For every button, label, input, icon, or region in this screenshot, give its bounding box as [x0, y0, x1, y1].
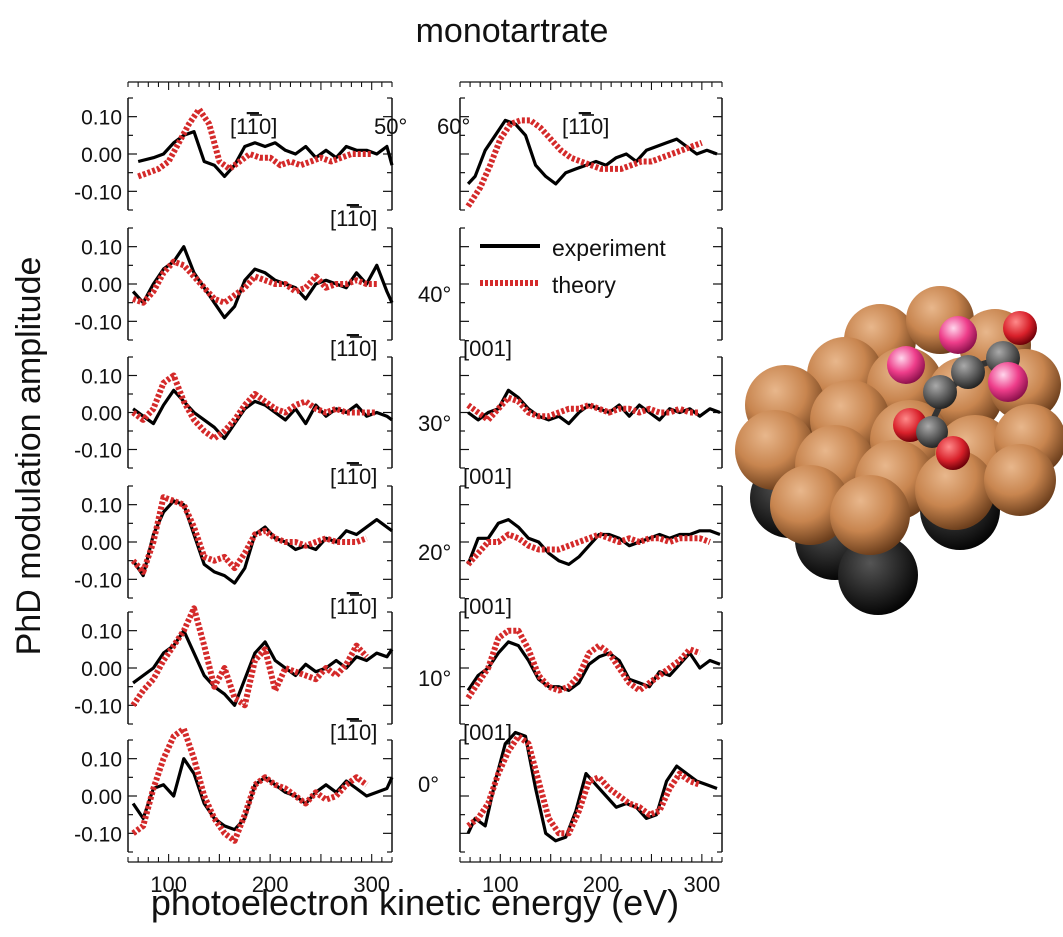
- series-line-theory: [130, 605, 369, 709]
- copper-atom-shadow: [838, 535, 918, 615]
- panel-11: 100 200 300: [459, 730, 723, 897]
- series-line-theory: [465, 531, 711, 567]
- carbon-atom: [951, 355, 985, 389]
- x-tick-label: 300: [353, 872, 390, 897]
- y-tick-label: 0.00: [81, 144, 122, 167]
- legend: experiment theory: [480, 235, 666, 298]
- y-axis-title: PhD modulation amplitude: [10, 257, 48, 656]
- carbon-atom: [916, 416, 948, 448]
- direction-label-bottom: [001]: [463, 594, 512, 619]
- molecular-model: [735, 286, 1063, 615]
- series-line-experiment: [132, 388, 393, 440]
- panel-6: 0.10 0.00 -0.10 20° [110]: [74, 485, 451, 619]
- y-tick-label: -0.10: [74, 823, 122, 846]
- series-line-experiment: [466, 730, 718, 843]
- copper-atom: [770, 465, 850, 545]
- panel-7: [001]: [459, 485, 723, 619]
- azimuth-label: 60°: [437, 114, 470, 139]
- azimuth-label: 0°: [418, 772, 439, 797]
- legend-label-theory: theory: [552, 272, 616, 298]
- azimuth-label: 50°: [374, 114, 407, 139]
- series-line-experiment: [131, 757, 394, 832]
- series-line-experiment: [131, 245, 394, 320]
- atom-group: [735, 286, 1063, 615]
- y-tick-label: 0.10: [81, 107, 122, 130]
- y-tick-label: 0.10: [81, 749, 122, 772]
- panel-2: 0.10 0.00 -0.10 40° [110]: [74, 227, 451, 361]
- y-tick-label: 0.10: [81, 237, 122, 260]
- panel-5: [001]: [459, 356, 723, 489]
- hydrogen-atom: [988, 362, 1028, 402]
- azimuth-label: 20°: [418, 540, 451, 565]
- series-line-experiment: [466, 517, 721, 567]
- direction-label-top: [110]: [562, 114, 609, 139]
- series-line-theory: [131, 372, 377, 442]
- panel-0: 0.10 0.00 -0.10 50° [110] [110]: [74, 81, 407, 231]
- y-tick-label: 0.00: [81, 532, 122, 555]
- direction-label-bottom: [110]: [330, 336, 377, 361]
- panel-8: 0.10 0.00 -0.10 10° [110]: [74, 605, 451, 745]
- panel-4: 0.10 0.00 -0.10 30° [110]: [74, 356, 451, 489]
- x-tick-label: 100: [150, 872, 187, 897]
- y-tick-label: -0.10: [74, 569, 122, 592]
- direction-label-top: [110]: [230, 114, 277, 139]
- panel-1: 60° [110]: [437, 81, 723, 211]
- copper-atom: [984, 444, 1056, 516]
- hydrogen-atom: [939, 316, 977, 354]
- azimuth-label: 30°: [418, 411, 451, 436]
- y-tick-label: 0.10: [81, 621, 122, 644]
- direction-label-bottom: [110]: [330, 594, 377, 619]
- y-tick-label: 0.00: [81, 274, 122, 297]
- figure-titles: monotartrate photoelectron kinetic energ…: [10, 12, 679, 923]
- x-tick-label: 200: [583, 872, 620, 897]
- direction-label-bottom: [110]: [330, 206, 377, 231]
- y-tick-label: -0.10: [74, 311, 122, 334]
- azimuth-label: 10°: [418, 666, 451, 691]
- y-tick-label: 0.00: [81, 403, 122, 426]
- series-line-experiment: [132, 629, 394, 707]
- panel-10: 0.10 0.00 -0.10 100 200 300 0°: [74, 725, 439, 897]
- direction-label-bottom: [110]: [330, 720, 377, 745]
- oxygen-atom: [936, 436, 970, 470]
- series-line-theory: [466, 733, 701, 837]
- series-line-experiment: [466, 118, 718, 186]
- direction-label-bottom: [001]: [463, 464, 512, 489]
- series-line-theory: [465, 627, 701, 700]
- series-line-theory: [132, 258, 377, 306]
- copper-atom: [830, 475, 910, 555]
- copper-atom: [915, 450, 995, 530]
- legend-label-experiment: experiment: [552, 235, 666, 261]
- y-tick-label: -0.10: [74, 181, 122, 204]
- x-tick-label: 100: [482, 872, 519, 897]
- series-line-experiment: [466, 640, 721, 693]
- x-axis-title: photoelectron kinetic energy (eV): [151, 882, 679, 923]
- panel-9: [001]: [459, 611, 723, 745]
- oxygen-atom: [1003, 311, 1037, 345]
- y-tick-label: -0.10: [74, 440, 122, 463]
- carbon-atom: [923, 375, 957, 409]
- azimuth-label: 40°: [418, 282, 451, 307]
- series-line-theory: [131, 725, 369, 844]
- series-line-theory: [137, 106, 372, 180]
- x-tick-label: 300: [683, 872, 720, 897]
- series-line-theory: [465, 117, 703, 208]
- y-tick-label: 0.00: [81, 786, 122, 809]
- x-tick-label: 200: [252, 872, 289, 897]
- y-tick-label: 0.00: [81, 658, 122, 681]
- series-line-theory: [130, 494, 368, 575]
- direction-label-bottom: [001]: [463, 336, 512, 361]
- direction-label-bottom: [001]: [463, 720, 512, 745]
- y-tick-label: 0.10: [81, 495, 122, 518]
- y-tick-label: 0.10: [81, 366, 122, 389]
- figure-title: monotartrate: [416, 12, 609, 50]
- panel-3: [001]: [459, 227, 723, 361]
- y-tick-label: -0.10: [74, 695, 122, 718]
- series-line-theory: [466, 394, 700, 423]
- hydrogen-atom: [887, 346, 925, 384]
- direction-label-bottom: [110]: [330, 464, 377, 489]
